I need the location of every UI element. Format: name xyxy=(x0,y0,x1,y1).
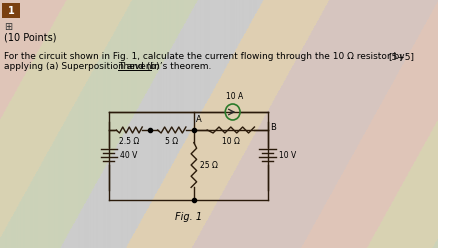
Text: 10 Ω: 10 Ω xyxy=(222,137,240,146)
Text: 5 Ω: 5 Ω xyxy=(165,137,178,146)
Text: 10 V: 10 V xyxy=(279,152,296,160)
Text: 40 V: 40 V xyxy=(120,152,137,160)
Text: B: B xyxy=(271,124,276,132)
FancyBboxPatch shape xyxy=(2,2,20,18)
Text: [5+5]: [5+5] xyxy=(388,52,414,61)
Text: 25 Ω: 25 Ω xyxy=(201,160,218,169)
Text: 2.5 Ω: 2.5 Ω xyxy=(119,137,139,146)
Text: applying (a) Superposition and (b): applying (a) Superposition and (b) xyxy=(4,62,162,71)
Text: ⊞: ⊞ xyxy=(4,22,12,32)
Text: For the circuit shown in Fig. 1, calculate the current flowing through the 10 Ω : For the circuit shown in Fig. 1, calcula… xyxy=(4,52,404,61)
Text: 10 A: 10 A xyxy=(226,92,243,101)
Text: A: A xyxy=(196,115,201,124)
Text: (10 Points): (10 Points) xyxy=(4,33,56,43)
Text: 1: 1 xyxy=(8,6,14,16)
Text: Thevenin’s theorem.: Thevenin’s theorem. xyxy=(118,62,212,71)
Text: Fig. 1: Fig. 1 xyxy=(175,212,202,222)
